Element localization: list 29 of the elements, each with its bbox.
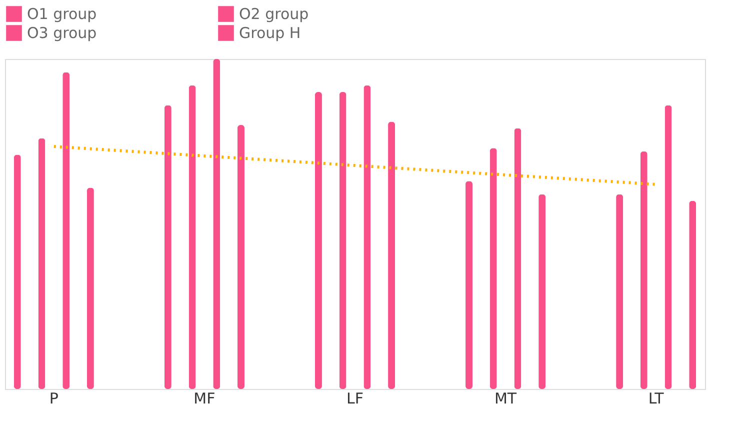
bar bbox=[689, 200, 696, 389]
bar bbox=[314, 92, 322, 389]
bar bbox=[388, 122, 396, 389]
legend-label: O2 group bbox=[239, 5, 309, 23]
bar bbox=[188, 85, 196, 389]
bar bbox=[364, 85, 371, 389]
bar bbox=[86, 188, 94, 389]
x-tick-label: MT bbox=[494, 390, 518, 408]
bar bbox=[213, 59, 220, 389]
bar bbox=[339, 92, 346, 389]
legend-label: Group H bbox=[239, 24, 301, 42]
bar bbox=[38, 138, 46, 389]
x-tick-label: P bbox=[49, 390, 58, 408]
x-tick-label: LT bbox=[648, 390, 665, 408]
bar bbox=[664, 105, 672, 389]
legend-label: O1 group bbox=[27, 5, 97, 23]
bar bbox=[237, 125, 244, 389]
bar bbox=[640, 151, 648, 389]
bar bbox=[164, 105, 172, 389]
bar bbox=[466, 181, 473, 389]
bar bbox=[62, 72, 70, 389]
bar bbox=[14, 154, 21, 389]
legend-label: O3 group bbox=[27, 24, 97, 42]
bar bbox=[514, 128, 522, 389]
bar bbox=[538, 194, 546, 389]
bar bbox=[490, 148, 497, 389]
x-tick-label: MF bbox=[194, 390, 216, 408]
x-tick-label: LF bbox=[346, 390, 364, 408]
bar bbox=[616, 194, 624, 389]
